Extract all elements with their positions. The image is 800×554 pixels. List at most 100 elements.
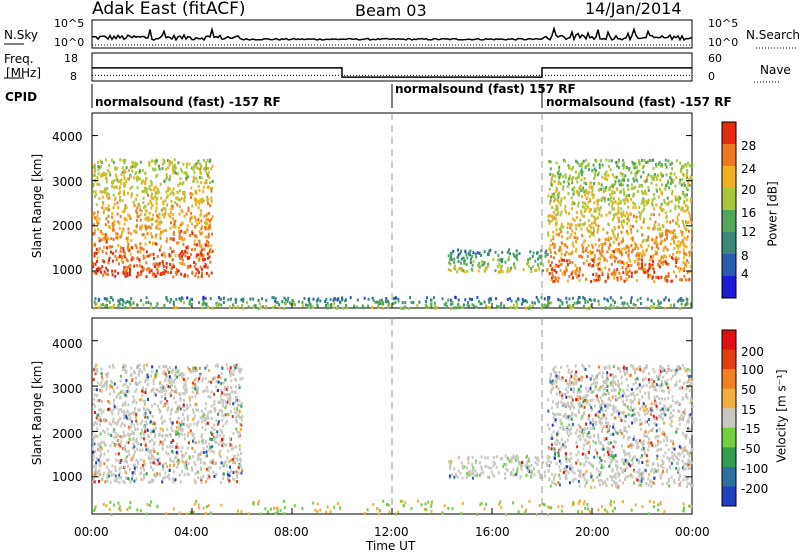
- power-cell: [466, 269, 469, 273]
- power-cell: [191, 248, 193, 252]
- power-cell: [587, 244, 590, 248]
- power-cell: [128, 248, 131, 252]
- velocity-cell: [148, 408, 151, 412]
- power-cell: [570, 223, 573, 227]
- velocity-cell: [240, 368, 243, 372]
- power-cell: [690, 164, 693, 168]
- power-cell: [658, 265, 661, 269]
- power-cell: [362, 306, 365, 310]
- velocity-cell: [137, 462, 140, 466]
- velocity-cell: [654, 399, 657, 403]
- power-cell: [207, 227, 210, 231]
- power-cell: [197, 199, 200, 203]
- power-cell: [163, 303, 166, 307]
- power-cell: [540, 306, 543, 310]
- power-cell: [119, 190, 122, 194]
- power-cell: [588, 235, 591, 239]
- power-cell: [654, 173, 656, 176]
- cpid-label: CPID: [5, 90, 38, 104]
- velocity-cell: [615, 484, 618, 488]
- power-cell: [655, 183, 658, 187]
- velocity-cell: [221, 404, 224, 408]
- power-cell: [621, 247, 624, 251]
- power-cell: [402, 306, 405, 310]
- velocity-cell: [217, 420, 220, 424]
- power-cell: [557, 180, 560, 184]
- power-cell: [180, 272, 183, 276]
- velocity-cell: [661, 482, 664, 486]
- velocity-cell: [98, 479, 100, 483]
- velocity-cell: [227, 413, 230, 416]
- power-cell: [627, 178, 630, 182]
- power-cell: [662, 260, 665, 264]
- velocity-cell: [570, 417, 573, 421]
- velocity-cell: [143, 459, 145, 463]
- power-cell: [114, 185, 117, 189]
- power-cell: [137, 203, 140, 207]
- power-cell: [209, 249, 211, 253]
- power-cell: [642, 267, 645, 271]
- velocity-cell: [172, 459, 175, 463]
- power-cell: [641, 192, 644, 195]
- velocity-cell: [139, 368, 142, 372]
- velocity-cell: [204, 418, 207, 422]
- velocity-cell: [218, 451, 221, 455]
- velocity-cell: [590, 383, 593, 387]
- velocity-cell: [513, 455, 516, 459]
- velocity-cell: [572, 383, 575, 387]
- velocity-cell: [240, 471, 243, 475]
- power-cell: [558, 169, 561, 173]
- power-cell: [551, 205, 554, 209]
- power-cell: [165, 261, 168, 265]
- velocity-cell: [554, 472, 557, 476]
- velocity-cell: [639, 427, 642, 431]
- velocity-cell: [178, 427, 181, 431]
- power-cell: [687, 180, 690, 183]
- velocity-cell: [92, 402, 95, 406]
- power-cell: [149, 188, 152, 192]
- velocity-cell: [567, 368, 570, 372]
- power-cell: [577, 223, 580, 227]
- velocity-cell: [184, 392, 187, 396]
- power-cell: [608, 202, 611, 206]
- power-cell: [465, 263, 468, 267]
- power-cell: [593, 201, 596, 205]
- power-cell: [602, 186, 605, 190]
- power-cell: [599, 252, 602, 255]
- power-cell: [433, 296, 435, 300]
- velocity-cell: [690, 431, 693, 435]
- power-cell: [684, 303, 686, 307]
- power-cell: [635, 220, 638, 223]
- power-cell: [171, 258, 174, 262]
- power-cell: [106, 168, 109, 172]
- velocity-cell: [127, 464, 130, 468]
- velocity-cbar-tick-50: 50: [741, 383, 757, 397]
- velocity-cell: [235, 415, 238, 419]
- power-cell: [150, 269, 153, 273]
- power-cell: [372, 299, 375, 302]
- velocity-cell: [577, 469, 580, 472]
- power-cell: [126, 271, 129, 275]
- velocity-cell: [558, 473, 561, 477]
- velocity-cell: [212, 460, 215, 464]
- velocity-cell: [613, 410, 616, 414]
- velocity-cell: [174, 389, 177, 393]
- velocity-cell: [191, 446, 194, 450]
- power-cell: [139, 242, 142, 246]
- power-cell: [131, 169, 134, 173]
- power-cell: [399, 306, 402, 310]
- velocity-cell: [577, 396, 580, 400]
- velocity-cell: [177, 458, 180, 462]
- velocity-cell: [119, 407, 122, 411]
- power-cell: [165, 190, 168, 194]
- power-cell: [620, 223, 623, 227]
- power-cell: [215, 303, 218, 307]
- velocity-cell: [122, 430, 125, 434]
- velocity-cell: [587, 416, 590, 420]
- power-cell: [552, 279, 554, 283]
- power-cell: [683, 236, 686, 240]
- velocity-cell: [633, 394, 636, 398]
- power-cell: [665, 233, 668, 237]
- power-cell: [610, 303, 613, 307]
- power-cell: [515, 299, 518, 303]
